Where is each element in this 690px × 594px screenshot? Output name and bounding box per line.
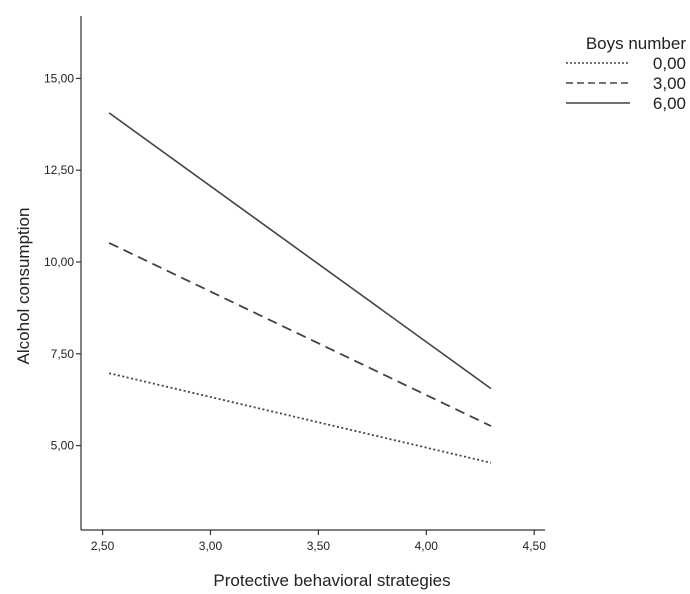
y-tick-label: 7,50	[51, 347, 75, 361]
y-tick-label: 12,50	[44, 163, 74, 177]
x-tick-label: 3,50	[307, 539, 331, 553]
x-tick-label: 4,00	[415, 539, 439, 553]
y-tick-label: 5,00	[51, 439, 75, 453]
legend: Boys number 0,003,006,00	[566, 34, 686, 113]
x-tick-label: 4,50	[523, 539, 547, 553]
legend-label: 3,00	[653, 74, 686, 93]
legend-title: Boys number	[586, 34, 686, 53]
y-tick-label: 15,00	[44, 71, 74, 85]
series-line-dashed	[108, 242, 492, 427]
x-axis-title: Protective behavioral strategies	[213, 571, 450, 590]
legend-label: 6,00	[653, 94, 686, 113]
series-line-dotted	[108, 372, 492, 464]
series-lines	[108, 112, 492, 464]
y-axis-title: Alcohol consumption	[14, 208, 33, 365]
y-tick-label: 10,00	[44, 255, 74, 269]
x-tick-label: 3,00	[199, 539, 223, 553]
legend-items: 0,003,006,00	[566, 54, 686, 113]
y-ticks: 5,00 7,50 10,00 12,50 15,00	[44, 71, 81, 453]
legend-label: 0,00	[653, 54, 686, 73]
x-ticks: 2,50 3,00 3,50 4,00 4,50	[91, 530, 546, 553]
series-line-solid	[108, 112, 492, 390]
axes	[80, 16, 545, 531]
x-tick-label: 2,50	[91, 539, 115, 553]
